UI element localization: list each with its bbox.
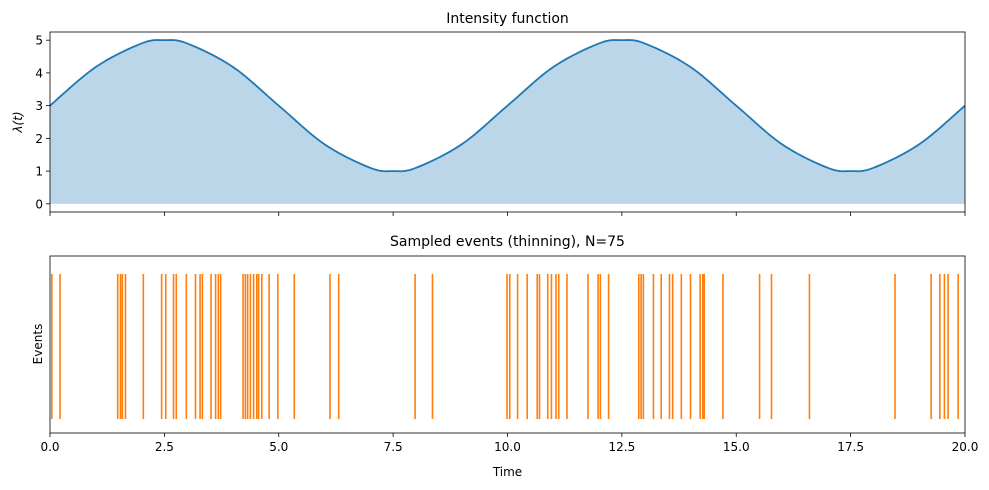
x-tick-label: 2.5 [155, 440, 174, 454]
x-tick-label: 20.0 [952, 440, 979, 454]
x-tick-label: 0.0 [40, 440, 59, 454]
intensity-curve [49, 39, 966, 173]
x-tick-label: 17.5 [837, 440, 864, 454]
x-tick-label: 12.5 [609, 440, 636, 454]
y-tick-label: 1 [35, 165, 43, 179]
y-tick-label: 5 [35, 34, 43, 48]
events-x-ticks: 0.0 2.5 5.0 7.5 10.0 12.5 15.0 17.5 20.0 [40, 433, 978, 454]
intensity-title: Intensity function [446, 11, 569, 27]
intensity-axes-frame [49, 31, 966, 213]
y-tick-label: 3 [35, 99, 43, 113]
intensity-y-label: λ(t) [11, 111, 25, 133]
intensity-area-fill [50, 40, 965, 204]
intensity-x-ticks [49, 212, 966, 216]
y-tick-label: 4 [35, 66, 43, 80]
y-tick-label: 0 [35, 197, 43, 211]
events-x-label: Time [492, 465, 522, 479]
x-tick-label: 15.0 [723, 440, 750, 454]
x-tick-label: 7.5 [384, 440, 403, 454]
intensity-panel: Intensity function 0 1 2 3 4 5 λ(t) [11, 11, 966, 216]
events-axes-frame [49, 255, 966, 434]
events-panel: Sampled events (thinning), N=75 0.0 2.5 5.… [31, 234, 978, 479]
events-title: Sampled events (thinning), N=75 [390, 234, 625, 250]
events-y-label: Events [31, 324, 45, 365]
x-tick-label: 5.0 [269, 440, 288, 454]
intensity-y-ticks: 0 1 2 3 4 5 [35, 34, 50, 211]
event-lines [51, 274, 959, 419]
x-tick-label: 10.0 [494, 440, 521, 454]
y-tick-label: 2 [35, 132, 43, 146]
